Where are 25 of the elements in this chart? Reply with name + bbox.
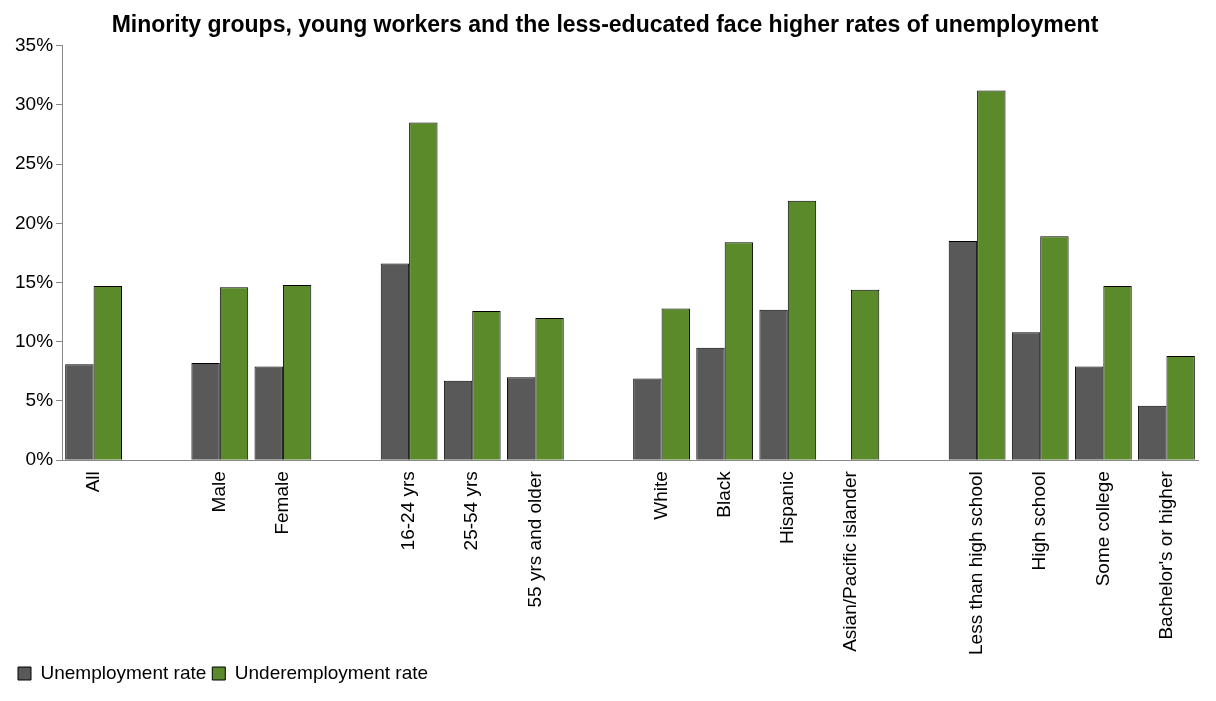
y-tick-label: 30% <box>15 93 54 115</box>
x-tick-label: Less than high school <box>965 471 987 655</box>
x-tick-label: Hispanic <box>776 471 798 545</box>
y-tick-label: 5% <box>25 389 54 411</box>
y-tick-label: 35% <box>15 33 54 55</box>
x-tick-label: Some college <box>1091 471 1113 587</box>
y-tick-label: 20% <box>15 211 54 233</box>
x-tick-label: White <box>649 471 671 520</box>
legend-label: Unemployment rate <box>40 661 207 683</box>
x-tick-label: 16-24 yrs <box>397 471 419 551</box>
x-tick-label: 25-54 yrs <box>460 471 482 551</box>
x-tick-label: Black <box>712 470 734 518</box>
y-tick-label: 25% <box>15 152 54 174</box>
chart-title: Minority groups, young workers and the less-educated face higher rates of unemployment <box>111 11 1099 38</box>
x-tick-label: High school <box>1028 471 1050 571</box>
legend-label: Underemployment rate <box>234 661 429 683</box>
x-tick-label: Asian/Pacific islander <box>839 470 861 652</box>
x-tick-label: 55 yrs and older <box>523 470 545 608</box>
x-tick-label: Female <box>271 471 293 535</box>
y-tick-label: 15% <box>15 270 54 292</box>
y-tick-label: 0% <box>25 448 54 470</box>
y-tick-label: 10% <box>15 329 54 351</box>
x-tick-label: All <box>81 471 103 493</box>
x-tick-label: Bachelor's or higher <box>1154 470 1176 640</box>
x-tick-label: Male <box>208 471 230 513</box>
